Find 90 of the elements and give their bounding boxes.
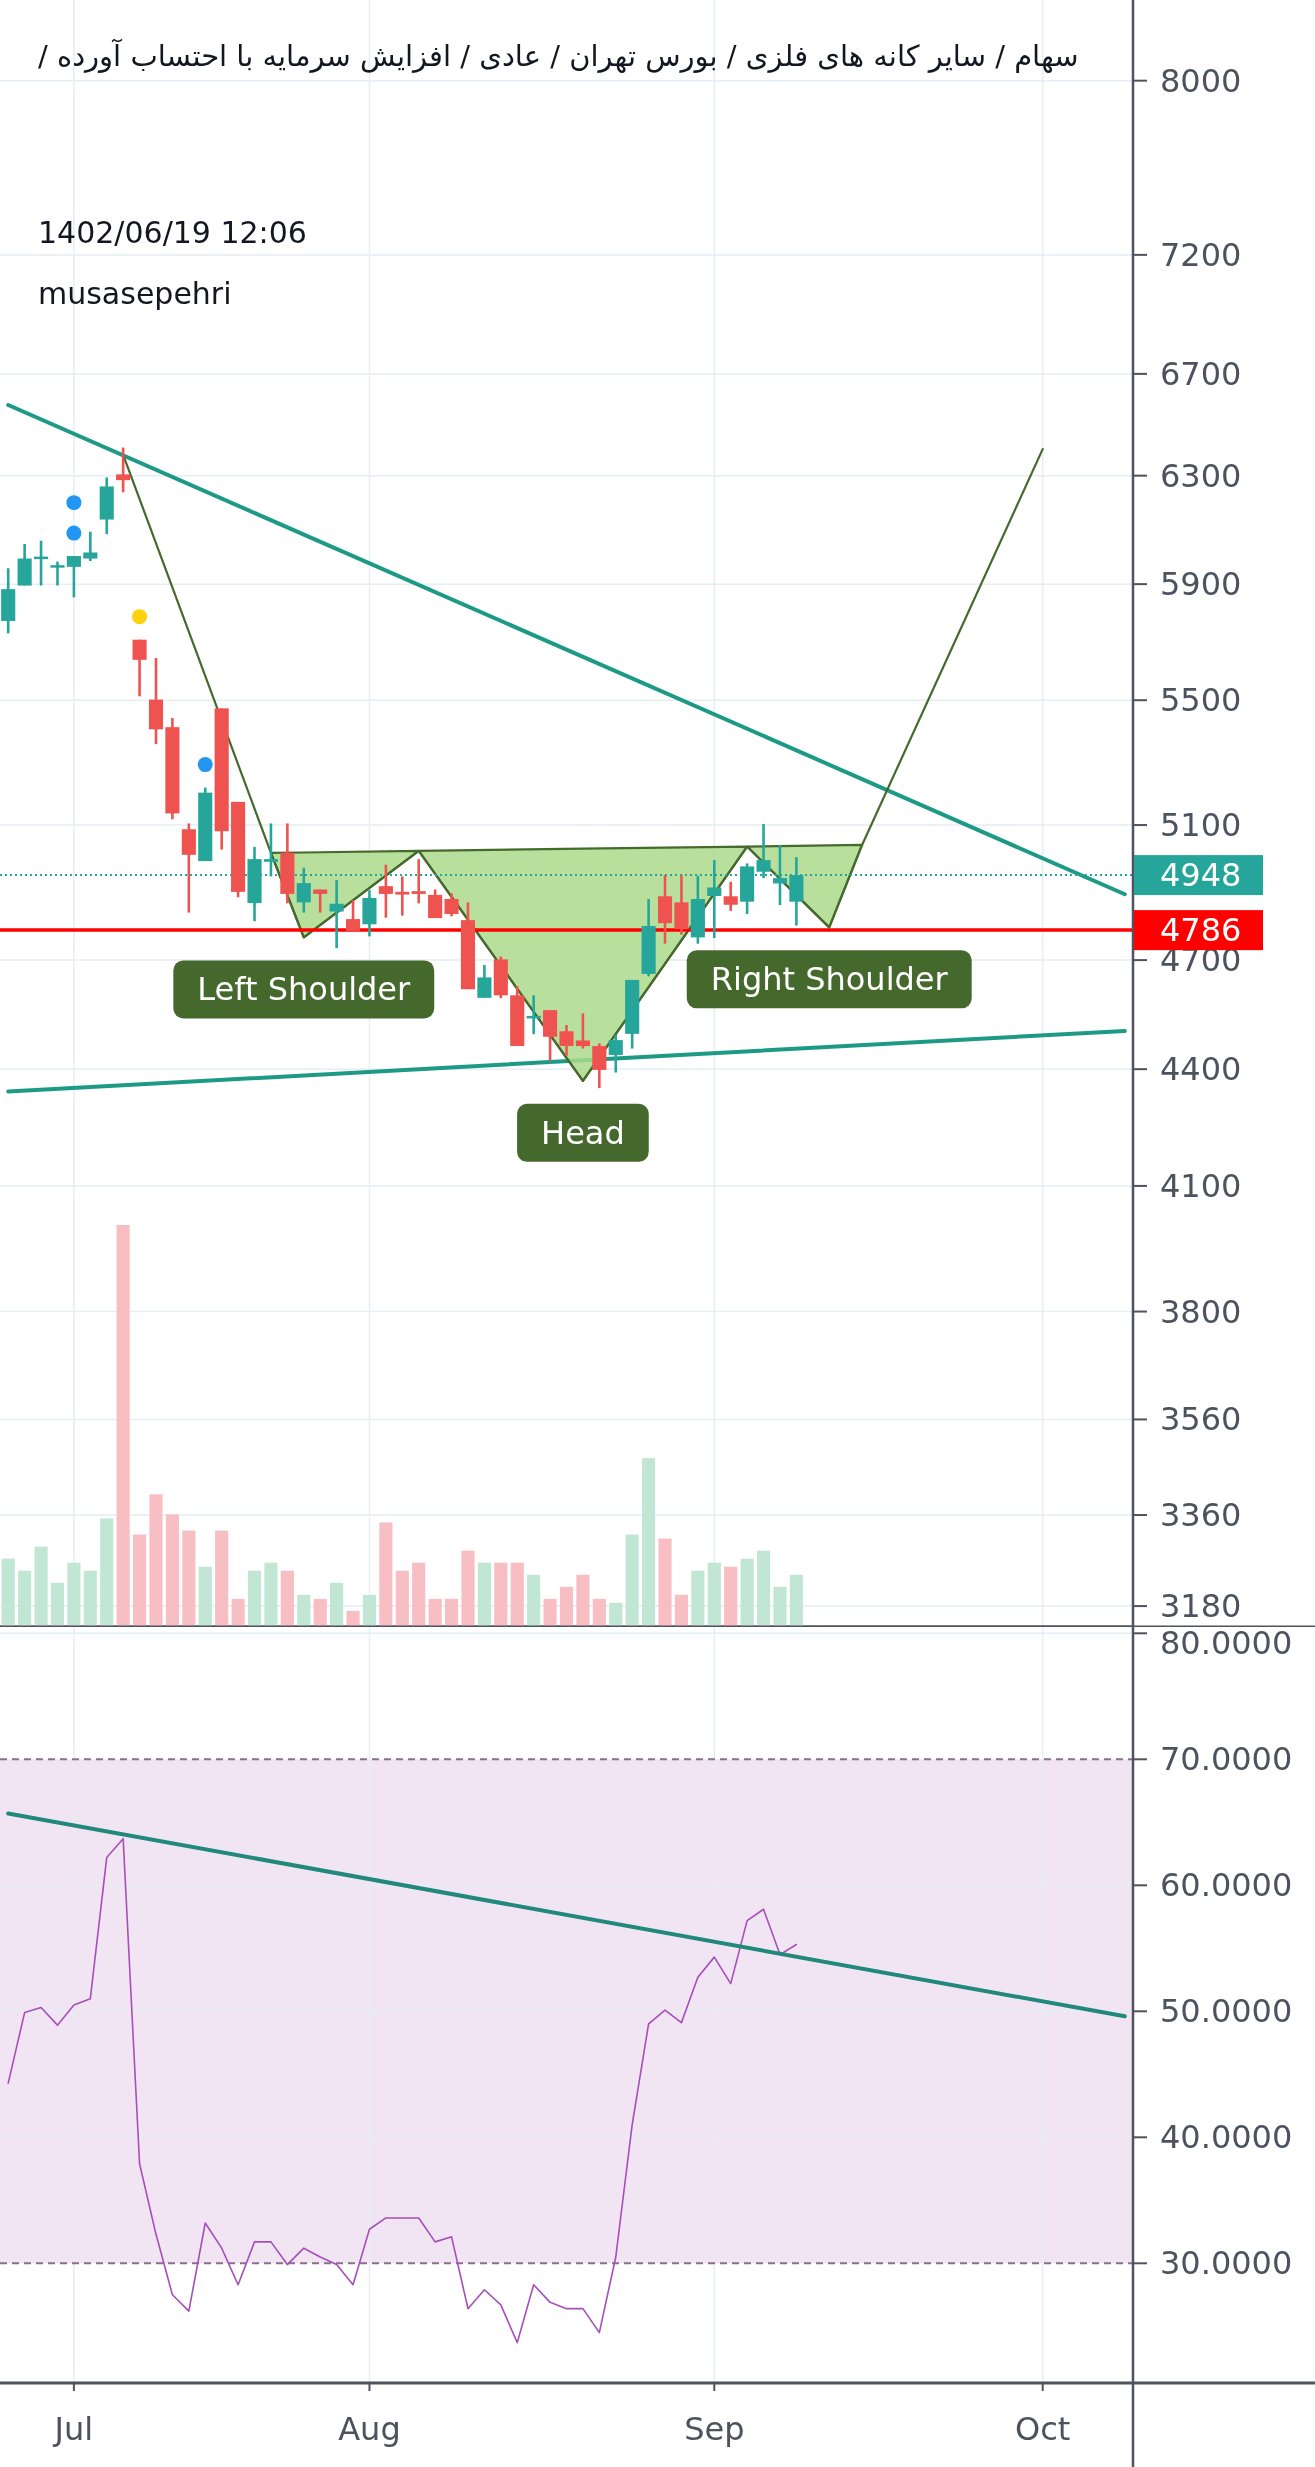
line-series (7, 1837, 798, 2344)
bar (165, 1514, 179, 1627)
y-tick-label: 4400 (1160, 1050, 1242, 1089)
y-tick-label: 60.0000 (1160, 1866, 1293, 1905)
bar (527, 1574, 541, 1627)
bar (133, 1534, 147, 1627)
bar (18, 1570, 32, 1627)
bar (100, 1518, 114, 1627)
bar (428, 1598, 442, 1627)
y-tick-label: 6700 (1160, 354, 1242, 393)
bar (609, 1602, 623, 1627)
candlestick (132, 638, 147, 698)
x-tick-label: Sep (684, 2410, 745, 2448)
x-tick-label: Jul (52, 2410, 94, 2448)
bar (642, 1458, 656, 1627)
bar (543, 1598, 557, 1627)
bar (789, 1574, 803, 1627)
bar (444, 1598, 459, 1627)
ref-line-label: 4786 (1160, 911, 1242, 950)
text: سهام / سایر کانه های فلزی / بورس تهران / عادی / افزایش سرمایه با احتساب آورده / (38, 38, 1080, 75)
data-label: Right Shoulder (710, 960, 949, 999)
bar (116, 1225, 130, 1627)
y-tick-label: 50.0000 (1160, 1992, 1293, 2031)
y-tick-label: 30.0000 (1160, 2244, 1293, 2283)
bar (412, 1562, 426, 1627)
bar (756, 1550, 771, 1627)
bar (313, 1598, 327, 1627)
y-tick-label: 3800 (1160, 1292, 1242, 1331)
bar (559, 1586, 574, 1627)
bar (247, 1570, 262, 1627)
bar (658, 1538, 672, 1627)
bar (83, 1570, 97, 1627)
candlestick (83, 530, 98, 563)
bar (379, 1522, 393, 1627)
y-tick-label: 5100 (1160, 806, 1242, 845)
annotation: 1402/06/19 12:06 (38, 214, 307, 250)
y-tick-label: 5500 (1160, 681, 1242, 720)
y-tick-label: 3180 (1160, 1587, 1242, 1626)
candlestick (66, 554, 81, 599)
point (66, 525, 82, 541)
bar (231, 1598, 245, 1627)
data-label: Left Shoulder (197, 970, 412, 1009)
y-tick-label: 3560 (1160, 1400, 1242, 1439)
candlestick (50, 560, 65, 587)
point (132, 609, 148, 625)
y-tick-label: 3360 (1160, 1496, 1242, 1535)
bar (740, 1558, 754, 1627)
point (197, 757, 213, 773)
bar (724, 1566, 738, 1627)
y-tick-label: 40.0000 (1160, 2118, 1293, 2157)
y-tick-label: 5900 (1160, 565, 1242, 604)
bar (149, 1494, 163, 1627)
point (66, 495, 82, 511)
bar (707, 1562, 721, 1627)
bar (1, 1558, 15, 1627)
bar (674, 1594, 689, 1627)
bar (494, 1562, 508, 1627)
bar (625, 1534, 639, 1627)
bar (461, 1550, 475, 1627)
data-label: Head (541, 1113, 625, 1152)
y-tick-label: 70.0000 (1160, 1740, 1293, 1779)
bar (280, 1570, 294, 1627)
bar (395, 1570, 409, 1627)
bar (297, 1594, 311, 1627)
y-tick-label: 8000 (1160, 61, 1242, 100)
bar (576, 1574, 590, 1627)
bar (510, 1562, 524, 1627)
bar (182, 1530, 196, 1627)
y-tick-label: 4100 (1160, 1166, 1242, 1205)
bar (330, 1582, 344, 1627)
candlestick (116, 446, 131, 494)
bar (215, 1530, 229, 1627)
x-tick-label: Aug (338, 2410, 401, 2448)
y-tick-label: 7200 (1160, 235, 1242, 274)
bar (362, 1594, 377, 1627)
bar (198, 1566, 212, 1627)
y-tick-label: 6300 (1160, 456, 1242, 495)
bar (691, 1570, 705, 1627)
bar (346, 1610, 360, 1627)
x-tick-label: Oct (1015, 2410, 1071, 2448)
y-tick-label: 80.0000 (1160, 1624, 1293, 1662)
annotation: musasepehri (38, 275, 232, 311)
bar (34, 1546, 48, 1627)
ref-line-label: 4948 (1160, 856, 1242, 895)
bar (592, 1598, 606, 1627)
bar (67, 1562, 81, 1627)
bar (477, 1562, 491, 1627)
bar (264, 1562, 278, 1627)
bar (50, 1582, 65, 1627)
bar (773, 1586, 787, 1627)
